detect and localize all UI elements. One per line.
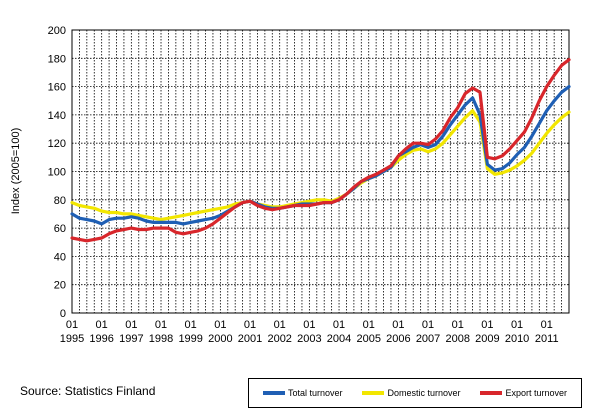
legend-label-domestic: Domestic turnover bbox=[387, 388, 461, 398]
x-tick-quarter: 01 bbox=[363, 319, 375, 331]
legend-swatch-export bbox=[480, 391, 503, 395]
legend-label-export: Export turnover bbox=[505, 388, 568, 398]
x-tick-year: 2003 bbox=[297, 333, 321, 345]
x-tick-quarter: 01 bbox=[511, 319, 523, 331]
x-tick-year: 2006 bbox=[386, 333, 410, 345]
x-tick-quarter: 01 bbox=[185, 319, 197, 331]
y-tick-label: 120 bbox=[48, 138, 66, 150]
y-tick-label: 40 bbox=[54, 251, 66, 263]
y-tick-label: 20 bbox=[54, 280, 66, 292]
x-tick-quarter: 01 bbox=[452, 319, 464, 331]
x-tick-year: 1995 bbox=[60, 333, 84, 345]
x-tick-quarter: 01 bbox=[422, 319, 434, 331]
x-tick-year: 1997 bbox=[119, 333, 143, 345]
x-tick-year: 2007 bbox=[416, 333, 440, 345]
y-axis-label: Index (2005=100) bbox=[10, 128, 22, 215]
y-tick-label: 160 bbox=[48, 82, 66, 94]
legend-item-domestic: Domestic turnover bbox=[362, 388, 461, 398]
x-tick-quarter: 01 bbox=[541, 319, 553, 331]
x-tick-year: 1998 bbox=[149, 333, 173, 345]
x-tick-quarter: 01 bbox=[481, 319, 493, 331]
x-tick-quarter: 01 bbox=[96, 319, 108, 331]
x-tick-year: 2004 bbox=[327, 333, 351, 345]
legend-label-total: Total turnover bbox=[287, 388, 343, 398]
y-tick-label: 100 bbox=[48, 167, 66, 179]
x-tick-year: 2010 bbox=[505, 333, 529, 345]
legend-item-export: Export turnover bbox=[480, 388, 567, 398]
y-tick-label: 80 bbox=[54, 195, 66, 207]
x-tick-quarter: 01 bbox=[125, 319, 137, 331]
legend-swatch-total bbox=[262, 391, 285, 395]
series-line-export bbox=[70, 58, 571, 243]
x-tick-year: 2008 bbox=[445, 333, 469, 345]
x-tick-year: 2000 bbox=[208, 333, 232, 345]
x-tick-quarter: 01 bbox=[274, 319, 286, 331]
x-tick-quarter: 01 bbox=[244, 319, 256, 331]
x-tick-year: 1999 bbox=[178, 333, 202, 345]
y-tick-label: 0 bbox=[60, 308, 66, 320]
y-tick-label: 200 bbox=[48, 25, 66, 37]
x-tick-year: 2005 bbox=[356, 333, 380, 345]
x-tick-quarter: 01 bbox=[214, 319, 226, 331]
x-tick-year: 2009 bbox=[475, 333, 499, 345]
x-tick-quarter: 01 bbox=[392, 319, 404, 331]
x-tick-year: 2002 bbox=[267, 333, 291, 345]
line-chart: 0 20 40 60 80 100 120 140 160 180 200 01 1995 01 1996… bbox=[10, 25, 571, 345]
x-tick-quarter: 01 bbox=[333, 319, 345, 331]
y-tick-label: 60 bbox=[54, 223, 66, 235]
y-axis: 0 20 40 60 80 100 120 140 160 180 200 bbox=[48, 25, 66, 320]
plot-frame bbox=[71, 29, 570, 314]
x-axis: 01 1995 01 1996 01 1997 01 1998 01 1999 01 2000 01 20… bbox=[60, 319, 559, 345]
source-note: Source: Statistics Finland bbox=[20, 384, 156, 398]
legend-item-total: Total turnover bbox=[262, 388, 343, 398]
y-tick-label: 140 bbox=[48, 110, 66, 122]
x-tick-quarter: 01 bbox=[155, 319, 167, 331]
x-tick-year: 1996 bbox=[89, 333, 113, 345]
x-tick-quarter: 01 bbox=[303, 319, 315, 331]
legend-swatch-domestic bbox=[362, 391, 385, 395]
x-tick-quarter: 01 bbox=[66, 319, 78, 331]
x-tick-year: 2011 bbox=[535, 333, 559, 345]
x-tick-year: 2001 bbox=[238, 333, 262, 345]
series-lines bbox=[70, 58, 571, 243]
y-tick-label: 180 bbox=[48, 53, 66, 65]
legend: Total turnover Domestic turnover Export … bbox=[248, 378, 582, 408]
